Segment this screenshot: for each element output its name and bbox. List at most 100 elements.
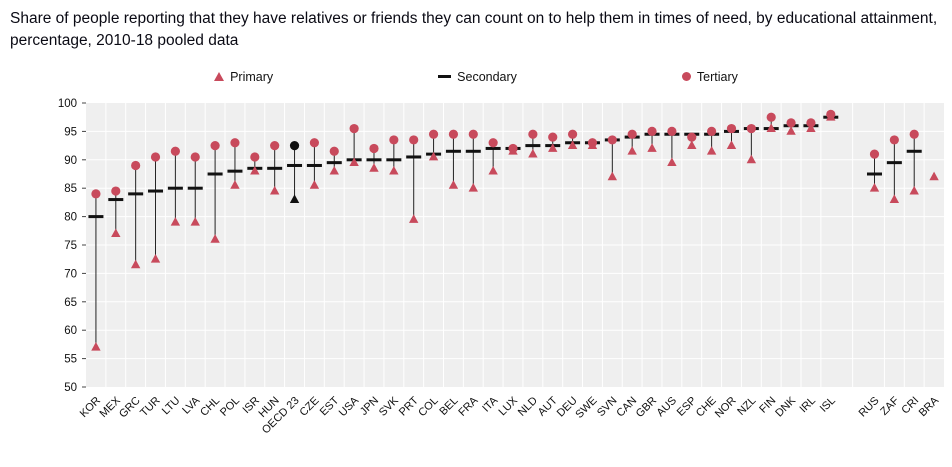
x-category-label: SVK [377,394,402,419]
tertiary-circle-marker [607,135,617,145]
x-category-label: MEX [98,394,124,420]
x-category-label: CAN [614,395,639,420]
y-tick-label: 75 [64,240,77,252]
primary-triangle-marker [667,157,677,166]
tertiary-circle-marker [627,129,637,139]
secondary-dash-marker [108,197,124,201]
secondary-dash-marker [886,161,902,165]
tertiary-circle-marker [889,135,899,145]
primary-triangle-marker [567,140,578,149]
x-category-label: GBR [634,395,659,420]
x-category-label: GRC [117,395,143,421]
y-tick-label: 100 [58,98,77,110]
x-category-label: TUR [138,395,163,420]
primary-triangle-marker [468,182,478,192]
x-category-label: NLD [516,395,540,419]
secondary-dash-marker [485,146,501,150]
tertiary-circle-marker [289,140,300,151]
secondary-dash-marker [366,158,382,162]
x-category-label: CHL [198,395,222,419]
tertiary-circle-marker [528,129,538,139]
primary-triangle-marker [389,165,399,175]
primary-triangle-marker [230,180,240,189]
primary-triangle-marker [269,185,280,195]
primary-triangle-marker [869,182,880,192]
x-category-label: ISL [818,395,838,415]
x-category-label: BRA [917,394,942,419]
tertiary-circle-marker [250,152,260,162]
chart-title: Share of people reporting that they have… [10,10,938,50]
primary-triangle-marker [309,180,320,189]
secondary-dash-marker [128,192,144,196]
x-category-label: NZL [735,395,758,418]
tertiary-circle-marker [468,129,478,139]
primary-triangle-marker [889,194,900,203]
circle-marker-icon [681,72,691,82]
primary-triangle-marker [329,165,339,175]
x-category-label: JPN [358,395,381,418]
x-category-label: ZAF [878,394,901,417]
legend-item-primary: Primary [214,70,273,84]
y-tick-label: 60 [64,325,77,337]
secondary-dash-marker [386,158,402,162]
primary-triangle-marker [409,214,419,223]
x-category-label: AUT [536,394,560,418]
primary-triangle-marker [746,154,757,164]
tertiary-circle-marker [587,138,598,148]
legend-item-tertiary: Tertiary [681,70,738,84]
lollipop-chart-plot: 50 55 60 65 70 75 80 85 90 95 100 KORMEXGRCTURLTULV… [58,98,944,436]
primary-triangle-marker [929,171,939,181]
secondary-dash-marker [267,166,283,170]
x-category-label: COL [416,395,440,419]
x-category-label: NOR [713,395,739,421]
secondary-dash-marker [445,149,461,153]
primary-triangle-marker [806,123,816,132]
x-category-label: IRL [797,395,818,416]
secondary-dash-marker [88,215,104,219]
x-category-label: SVN [595,395,620,420]
x-category-label: PRT [397,394,421,418]
secondary-dash-marker [287,163,303,167]
x-category-label: USA [337,394,362,419]
y-tick-label: 85 [64,183,77,195]
tertiary-circle-marker [647,126,657,136]
primary-triangle-marker [786,126,796,135]
tertiary-circle-marker [766,112,776,122]
x-category-label: RUS [857,395,882,420]
tertiary-circle-marker [448,129,459,139]
tertiary-circle-marker [726,123,737,134]
tertiary-circle-marker [508,143,518,153]
tertiary-circle-marker [707,126,717,136]
tertiary-circle-marker [309,138,320,148]
primary-triangle-marker [766,123,776,132]
primary-triangle-marker [909,185,919,195]
x-category-label: FRA [456,394,481,419]
tertiary-circle-marker [230,138,240,148]
tertiary-circle-marker [329,146,339,156]
secondary-dash-marker [525,144,541,148]
secondary-dash-marker [406,155,422,159]
y-tick-label: 70 [64,268,77,280]
y-tick-label: 90 [64,155,77,167]
secondary-dash-marker [906,149,922,153]
tertiary-circle-marker [428,129,439,139]
tertiary-circle-marker [190,152,200,162]
secondary-dash-marker [866,172,882,176]
secondary-dash-marker [167,186,183,190]
y-tick-label: 80 [64,212,77,224]
tertiary-circle-marker [869,149,880,159]
tertiary-circle-marker [746,123,756,134]
tertiary-circle-marker [567,129,578,139]
tertiary-circle-marker [210,140,220,151]
tertiary-circle-marker [111,186,121,196]
tertiary-circle-marker [548,132,558,142]
primary-triangle-marker [726,140,737,149]
dash-marker-icon [438,75,452,79]
chart-page: Share of people reporting that they have… [0,8,952,467]
y-tick-label: 55 [64,354,77,366]
x-category-label: LUX [497,394,521,418]
secondary-dash-marker [326,161,342,165]
tertiary-circle-marker [667,126,677,136]
legend-item-secondary: Secondary [438,70,517,84]
primary-triangle-marker [548,143,558,152]
